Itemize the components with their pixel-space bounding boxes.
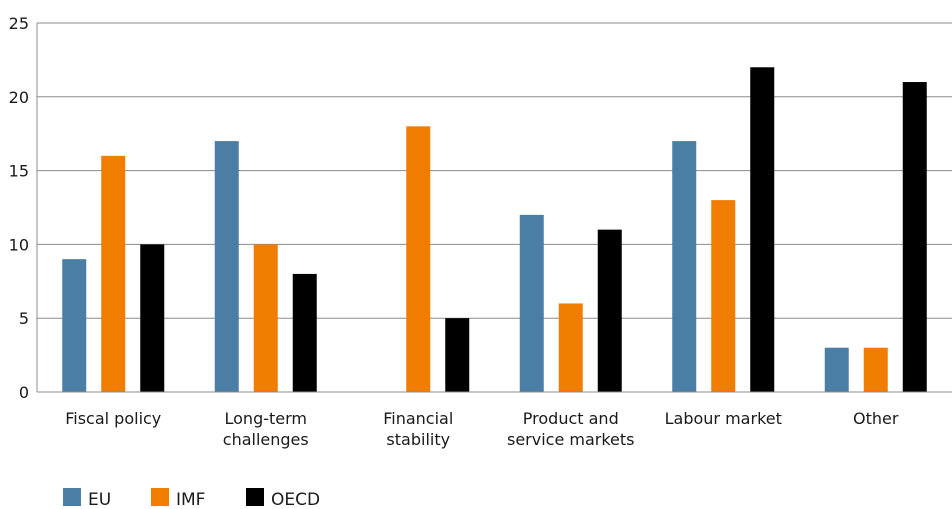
y-tick-label-25: 25 bbox=[9, 14, 29, 33]
legend-swatch-oecd bbox=[246, 488, 264, 506]
x-category-label-line: Labour market bbox=[665, 409, 782, 428]
x-category-label-line: Long-term bbox=[225, 409, 308, 428]
legend: EU IMF OECD bbox=[63, 488, 320, 509]
legend-label-eu: EU bbox=[88, 490, 111, 509]
x-category-label-1: Long-term challenges bbox=[223, 409, 309, 449]
y-axis-tick-labels: 0 5 10 15 20 25 bbox=[9, 14, 29, 402]
x-category-label-3: Product and service markets bbox=[507, 409, 635, 449]
bar-oecd-5 bbox=[902, 82, 927, 392]
x-axis-category-labels: Fiscal policy Long-term challenges Financia… bbox=[65, 409, 899, 449]
x-category-label-4: Labour market bbox=[665, 409, 782, 428]
legend-swatch-imf bbox=[151, 488, 169, 506]
bars bbox=[62, 67, 927, 392]
bar-eu-3 bbox=[519, 214, 544, 392]
bar-imf-3 bbox=[558, 303, 583, 392]
bar-imf-0 bbox=[101, 155, 126, 392]
x-category-label-line: stability bbox=[386, 430, 450, 449]
bar-imf-5 bbox=[863, 347, 888, 392]
bar-oecd-0 bbox=[140, 244, 165, 392]
y-tick-label-20: 20 bbox=[9, 88, 29, 107]
bar-eu-4 bbox=[672, 141, 697, 392]
y-tick-label-10: 10 bbox=[9, 235, 29, 254]
x-category-label-2: Financial stability bbox=[383, 409, 453, 449]
x-category-label-line: service markets bbox=[507, 430, 635, 449]
y-tick-label-0: 0 bbox=[19, 383, 29, 402]
bar-eu-1 bbox=[214, 141, 239, 392]
y-tick-label-15: 15 bbox=[9, 162, 29, 181]
x-category-label-line: Financial bbox=[383, 409, 453, 428]
legend-label-imf: IMF bbox=[176, 490, 205, 509]
gridlines bbox=[37, 22, 952, 319]
bar-oecd-2 bbox=[445, 318, 470, 392]
x-category-label-0: Fiscal policy bbox=[65, 409, 161, 428]
x-category-label-line: challenges bbox=[223, 430, 309, 449]
x-category-label-line: Product and bbox=[523, 409, 619, 428]
bar-oecd-1 bbox=[292, 273, 317, 392]
x-category-label-line: Fiscal policy bbox=[65, 409, 161, 428]
bar-imf-4 bbox=[711, 200, 736, 392]
bar-imf-1 bbox=[253, 244, 278, 392]
bar-imf-2 bbox=[406, 126, 431, 392]
bar-eu-0 bbox=[62, 259, 87, 392]
legend-label-oecd: OECD bbox=[271, 490, 320, 509]
y-tick-label-5: 5 bbox=[19, 309, 29, 328]
bar-oecd-4 bbox=[750, 67, 775, 392]
legend-swatch-eu bbox=[63, 488, 81, 506]
bar-eu-5 bbox=[824, 347, 849, 392]
x-category-label-line: Other bbox=[853, 409, 899, 428]
x-category-label-5: Other bbox=[853, 409, 899, 428]
bar-oecd-3 bbox=[597, 229, 622, 392]
axes bbox=[36, 23, 952, 393]
